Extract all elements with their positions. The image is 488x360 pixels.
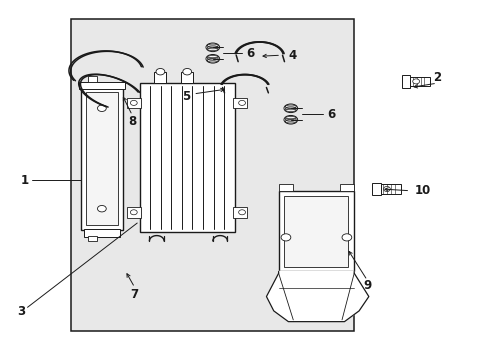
Bar (83, 229, 120, 237)
Circle shape (238, 100, 245, 105)
Bar (409, 77, 429, 86)
Circle shape (412, 79, 419, 84)
Text: 2: 2 (432, 71, 440, 84)
Text: 6: 6 (246, 46, 254, 59)
Circle shape (238, 210, 245, 215)
Ellipse shape (205, 43, 219, 51)
Text: 7: 7 (130, 288, 139, 301)
Bar (284, 196, 347, 267)
Ellipse shape (284, 104, 297, 113)
Text: 4: 4 (287, 49, 296, 62)
Circle shape (130, 210, 137, 215)
Circle shape (156, 68, 164, 75)
Circle shape (281, 234, 290, 241)
Circle shape (341, 234, 351, 241)
Text: 3: 3 (17, 305, 25, 318)
Bar (79, 82, 125, 89)
Circle shape (183, 68, 191, 75)
Ellipse shape (205, 54, 219, 63)
Text: 5: 5 (182, 90, 190, 103)
Bar (71, 19, 353, 330)
Bar (278, 191, 353, 271)
Bar (380, 184, 400, 194)
Text: 1: 1 (21, 174, 29, 186)
Text: 10: 10 (413, 184, 430, 197)
Text: 9: 9 (363, 279, 371, 292)
Bar (233, 98, 246, 108)
Bar (401, 75, 409, 88)
Bar (233, 207, 246, 218)
Bar (127, 98, 141, 108)
Bar (88, 76, 97, 82)
Circle shape (383, 186, 389, 192)
Bar (278, 184, 293, 192)
Bar (339, 184, 353, 192)
Circle shape (97, 105, 106, 112)
Bar (371, 183, 380, 195)
Ellipse shape (284, 116, 297, 124)
Text: 8: 8 (128, 115, 136, 128)
Bar (81, 87, 122, 230)
Bar (181, 72, 193, 83)
Bar (88, 235, 97, 241)
Bar (140, 83, 234, 232)
Text: 6: 6 (326, 108, 335, 121)
Circle shape (97, 206, 106, 212)
Bar (127, 207, 141, 218)
Polygon shape (266, 271, 368, 321)
Circle shape (130, 100, 137, 105)
Bar (154, 72, 166, 83)
Bar (86, 92, 118, 225)
